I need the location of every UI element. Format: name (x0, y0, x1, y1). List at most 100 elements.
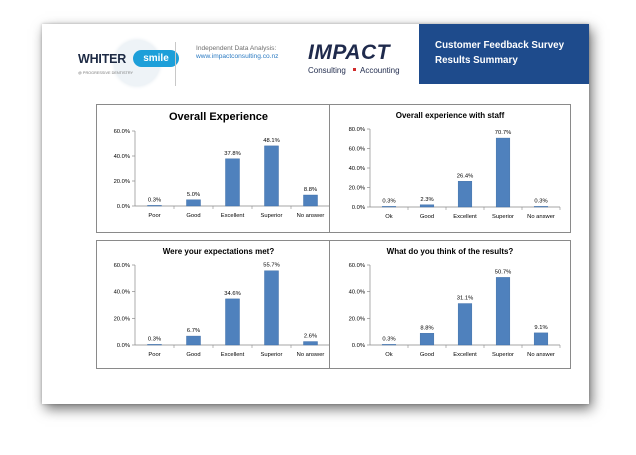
y-tick-label: 60.0% (349, 147, 365, 153)
x-tick-label: Good (186, 213, 200, 219)
y-tick-label: 60.0% (349, 263, 365, 269)
x-tick-label: Ok (385, 352, 393, 358)
bar (419, 204, 435, 208)
data-label: 31.1% (457, 296, 473, 302)
bar (186, 335, 201, 346)
y-tick-label: 0.0% (352, 205, 365, 211)
data-label: 55.7% (263, 263, 279, 269)
logo-brand-sub: @ PROGRESSIVE DENTISTRY (78, 71, 134, 75)
report-sheet: WHITER smile @ PROGRESSIVE DENTISTRY Ind… (42, 24, 589, 404)
bar (186, 199, 201, 207)
chart-svg-3: What do you think of the results? 0.0% 20.… (349, 247, 561, 358)
bar (147, 205, 162, 207)
x-tick-label: Excellent (221, 352, 245, 358)
bar (303, 341, 318, 346)
data-label: 8.8% (304, 187, 317, 193)
bar (495, 277, 511, 346)
x-tick-label: Superior (492, 352, 514, 358)
impact-logo-name: IMPACT (308, 41, 390, 64)
whiter-smile-logo: WHITER smile @ PROGRESSIVE DENTISTRY (78, 40, 179, 86)
x-tick-label: No answer (527, 352, 555, 358)
data-label: 70.7% (495, 130, 511, 136)
bar (147, 344, 162, 346)
x-tick-label: No answer (527, 214, 555, 220)
data-label: 0.3% (382, 336, 395, 342)
y-tick-label: 20.0% (114, 316, 130, 322)
analysis-credit: Independent Data Analysis: www.impactcon… (196, 45, 278, 61)
chart-svg-1: Overall experience with staff 0.0% 20.0% 40… (349, 111, 561, 220)
chart-results-opinion: What do you think of the results? 0.0% 20.… (329, 240, 571, 369)
chart-svg-0: Overall Experience 0.0% 20.0% 40.0% 60.0% 0.3… (114, 111, 331, 219)
analysis-url-link[interactable]: www.impactconsulting.co.nz (196, 53, 279, 60)
bar (457, 303, 473, 346)
chart-title: Overall experience with staff (396, 111, 505, 120)
x-tick-label: Ok (385, 214, 393, 220)
bar (457, 181, 473, 208)
x-tick-label: Good (420, 214, 434, 220)
x-tick-label: Excellent (221, 213, 245, 219)
data-label: 0.3% (148, 336, 161, 342)
y-tick-label: 40.0% (114, 154, 130, 160)
impact-logo-dot (353, 68, 356, 71)
chart-title: What do you think of the results? (387, 247, 514, 256)
bar (303, 194, 318, 207)
y-tick-label: 20.0% (349, 316, 365, 322)
x-tick-label: Good (186, 352, 200, 358)
chart-svg-2: Were your expectations met? 0.0% 20.0% 40.0… (114, 247, 331, 358)
data-label: 0.3% (148, 197, 161, 203)
x-tick-label: Excellent (453, 214, 477, 220)
bar (381, 344, 397, 346)
bar (225, 298, 240, 346)
data-label: 34.6% (224, 291, 240, 297)
chart-title: Were your expectations met? (163, 247, 275, 256)
report-title-box: Customer Feedback Survey Results Summary (419, 24, 589, 84)
x-tick-label: Good (420, 352, 434, 358)
y-tick-label: 40.0% (114, 290, 130, 296)
data-label: 26.4% (457, 173, 473, 179)
data-label: 0.3% (382, 198, 395, 204)
x-tick-label: Superior (492, 214, 514, 220)
bar (419, 333, 435, 346)
bar (495, 137, 511, 208)
y-tick-label: 40.0% (349, 166, 365, 172)
y-tick-label: 60.0% (114, 263, 130, 269)
data-label: 2.3% (420, 197, 433, 203)
data-label: 37.8% (224, 151, 240, 157)
data-label: 8.8% (420, 325, 433, 331)
bar (533, 206, 549, 208)
x-tick-label: Poor (148, 213, 160, 219)
bar (533, 332, 549, 346)
x-tick-label: Poor (148, 352, 160, 358)
y-tick-label: 80.0% (349, 127, 365, 133)
logo-brand-name: WHITER (78, 52, 127, 66)
impact-logo-consulting: Consulting (308, 66, 346, 75)
y-tick-label: 60.0% (114, 129, 130, 135)
data-label: 0.3% (534, 198, 547, 204)
bar (264, 270, 279, 346)
chart-experience-with-staff: Overall experience with staff 0.0% 20.0% 40… (329, 104, 571, 233)
y-tick-label: 20.0% (114, 179, 130, 185)
chart-overall-experience: Overall Experience 0.0% 20.0% 40.0% 60.0% 0.3… (96, 104, 341, 233)
data-label: 6.7% (187, 328, 200, 334)
report-title-line1: Customer Feedback Survey (435, 40, 565, 51)
x-tick-label: No answer (297, 213, 325, 219)
report-title-line2: Results Summary (435, 55, 518, 66)
data-label: 9.1% (534, 325, 547, 331)
header-divider (175, 42, 176, 86)
y-tick-label: 0.0% (117, 204, 130, 210)
data-label: 5.0% (187, 192, 200, 198)
y-tick-label: 20.0% (349, 186, 365, 192)
y-tick-label: 0.0% (352, 343, 365, 349)
chart-title: Overall Experience (169, 111, 268, 123)
chart-expectations-met: Were your expectations met? 0.0% 20.0% 40.0… (96, 240, 341, 369)
bar (225, 158, 240, 207)
impact-logo-accounting: Accounting (360, 66, 400, 75)
analysis-label: Independent Data Analysis: (196, 45, 277, 52)
data-label: 2.6% (304, 334, 317, 340)
impact-logo: IMPACT Consulting Accounting (308, 41, 408, 81)
bar (381, 206, 397, 208)
x-tick-label: Superior (261, 352, 283, 358)
x-tick-label: Superior (261, 213, 283, 219)
x-tick-label: Excellent (453, 352, 477, 358)
x-tick-label: No answer (297, 352, 325, 358)
